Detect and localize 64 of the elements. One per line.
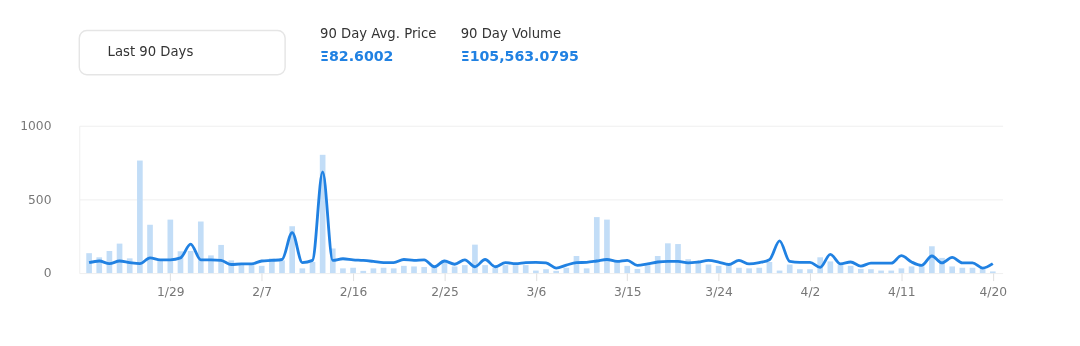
bar [279,260,285,274]
bar [665,243,671,274]
bar [908,266,915,274]
bar [857,268,864,274]
bar [370,268,377,274]
text: Ξ82.6002 [320,47,394,64]
x-tick-label: 3/6 [526,285,547,300]
bar [197,221,204,274]
bar [147,224,153,274]
bar [86,253,92,274]
bar [868,269,874,274]
bar [522,265,529,274]
bar [543,269,549,274]
y-tick-label: 500 [28,192,52,207]
bar [482,265,488,274]
bar [451,266,458,274]
bar [614,262,620,274]
x-tick-label: 2/7 [252,285,273,300]
bar [797,269,803,274]
bar [746,268,752,274]
bar [299,268,306,274]
x-tick-label: 4/2 [800,285,821,300]
bar [583,268,590,274]
bar [695,262,702,274]
bar [898,268,905,274]
bar [756,267,763,274]
bar [167,219,174,274]
bar [157,260,164,274]
bar [258,265,265,274]
x-tick-label: 3/24 [705,285,734,300]
text: Ξ105,563.0795 [460,47,579,64]
x-tick-label: 2/25 [431,285,459,300]
bar [786,264,793,274]
bar [959,267,966,274]
bar [401,265,407,274]
bar [411,266,417,274]
bar [360,270,367,274]
bar [624,265,631,274]
x-tick-label: 2/16 [339,285,368,300]
bar [492,267,499,274]
text: 90 Day Avg. Price [320,25,437,41]
text: Last 90 Days [107,43,194,59]
x-tick-label: 4/20 [979,285,1008,300]
x-tick-label: 3/15 [613,285,642,300]
bar [604,219,610,274]
x-tick-label: 1/29 [157,285,185,300]
text: 90 Day Volume [460,25,562,41]
bar [736,267,742,274]
bar [949,266,956,274]
bar [461,265,468,274]
bar [563,267,570,274]
y-tick-label: 0 [43,266,52,281]
bar [350,267,356,274]
x-tick-label: 4/11 [888,285,916,300]
bar [553,270,560,274]
bar [340,268,346,274]
bar [827,261,834,274]
bar [918,266,925,274]
bar [807,269,813,274]
bar [137,160,143,274]
bar [593,217,600,274]
bar [390,268,397,274]
y-tick-label: 1000 [20,119,52,134]
bar [421,267,428,274]
